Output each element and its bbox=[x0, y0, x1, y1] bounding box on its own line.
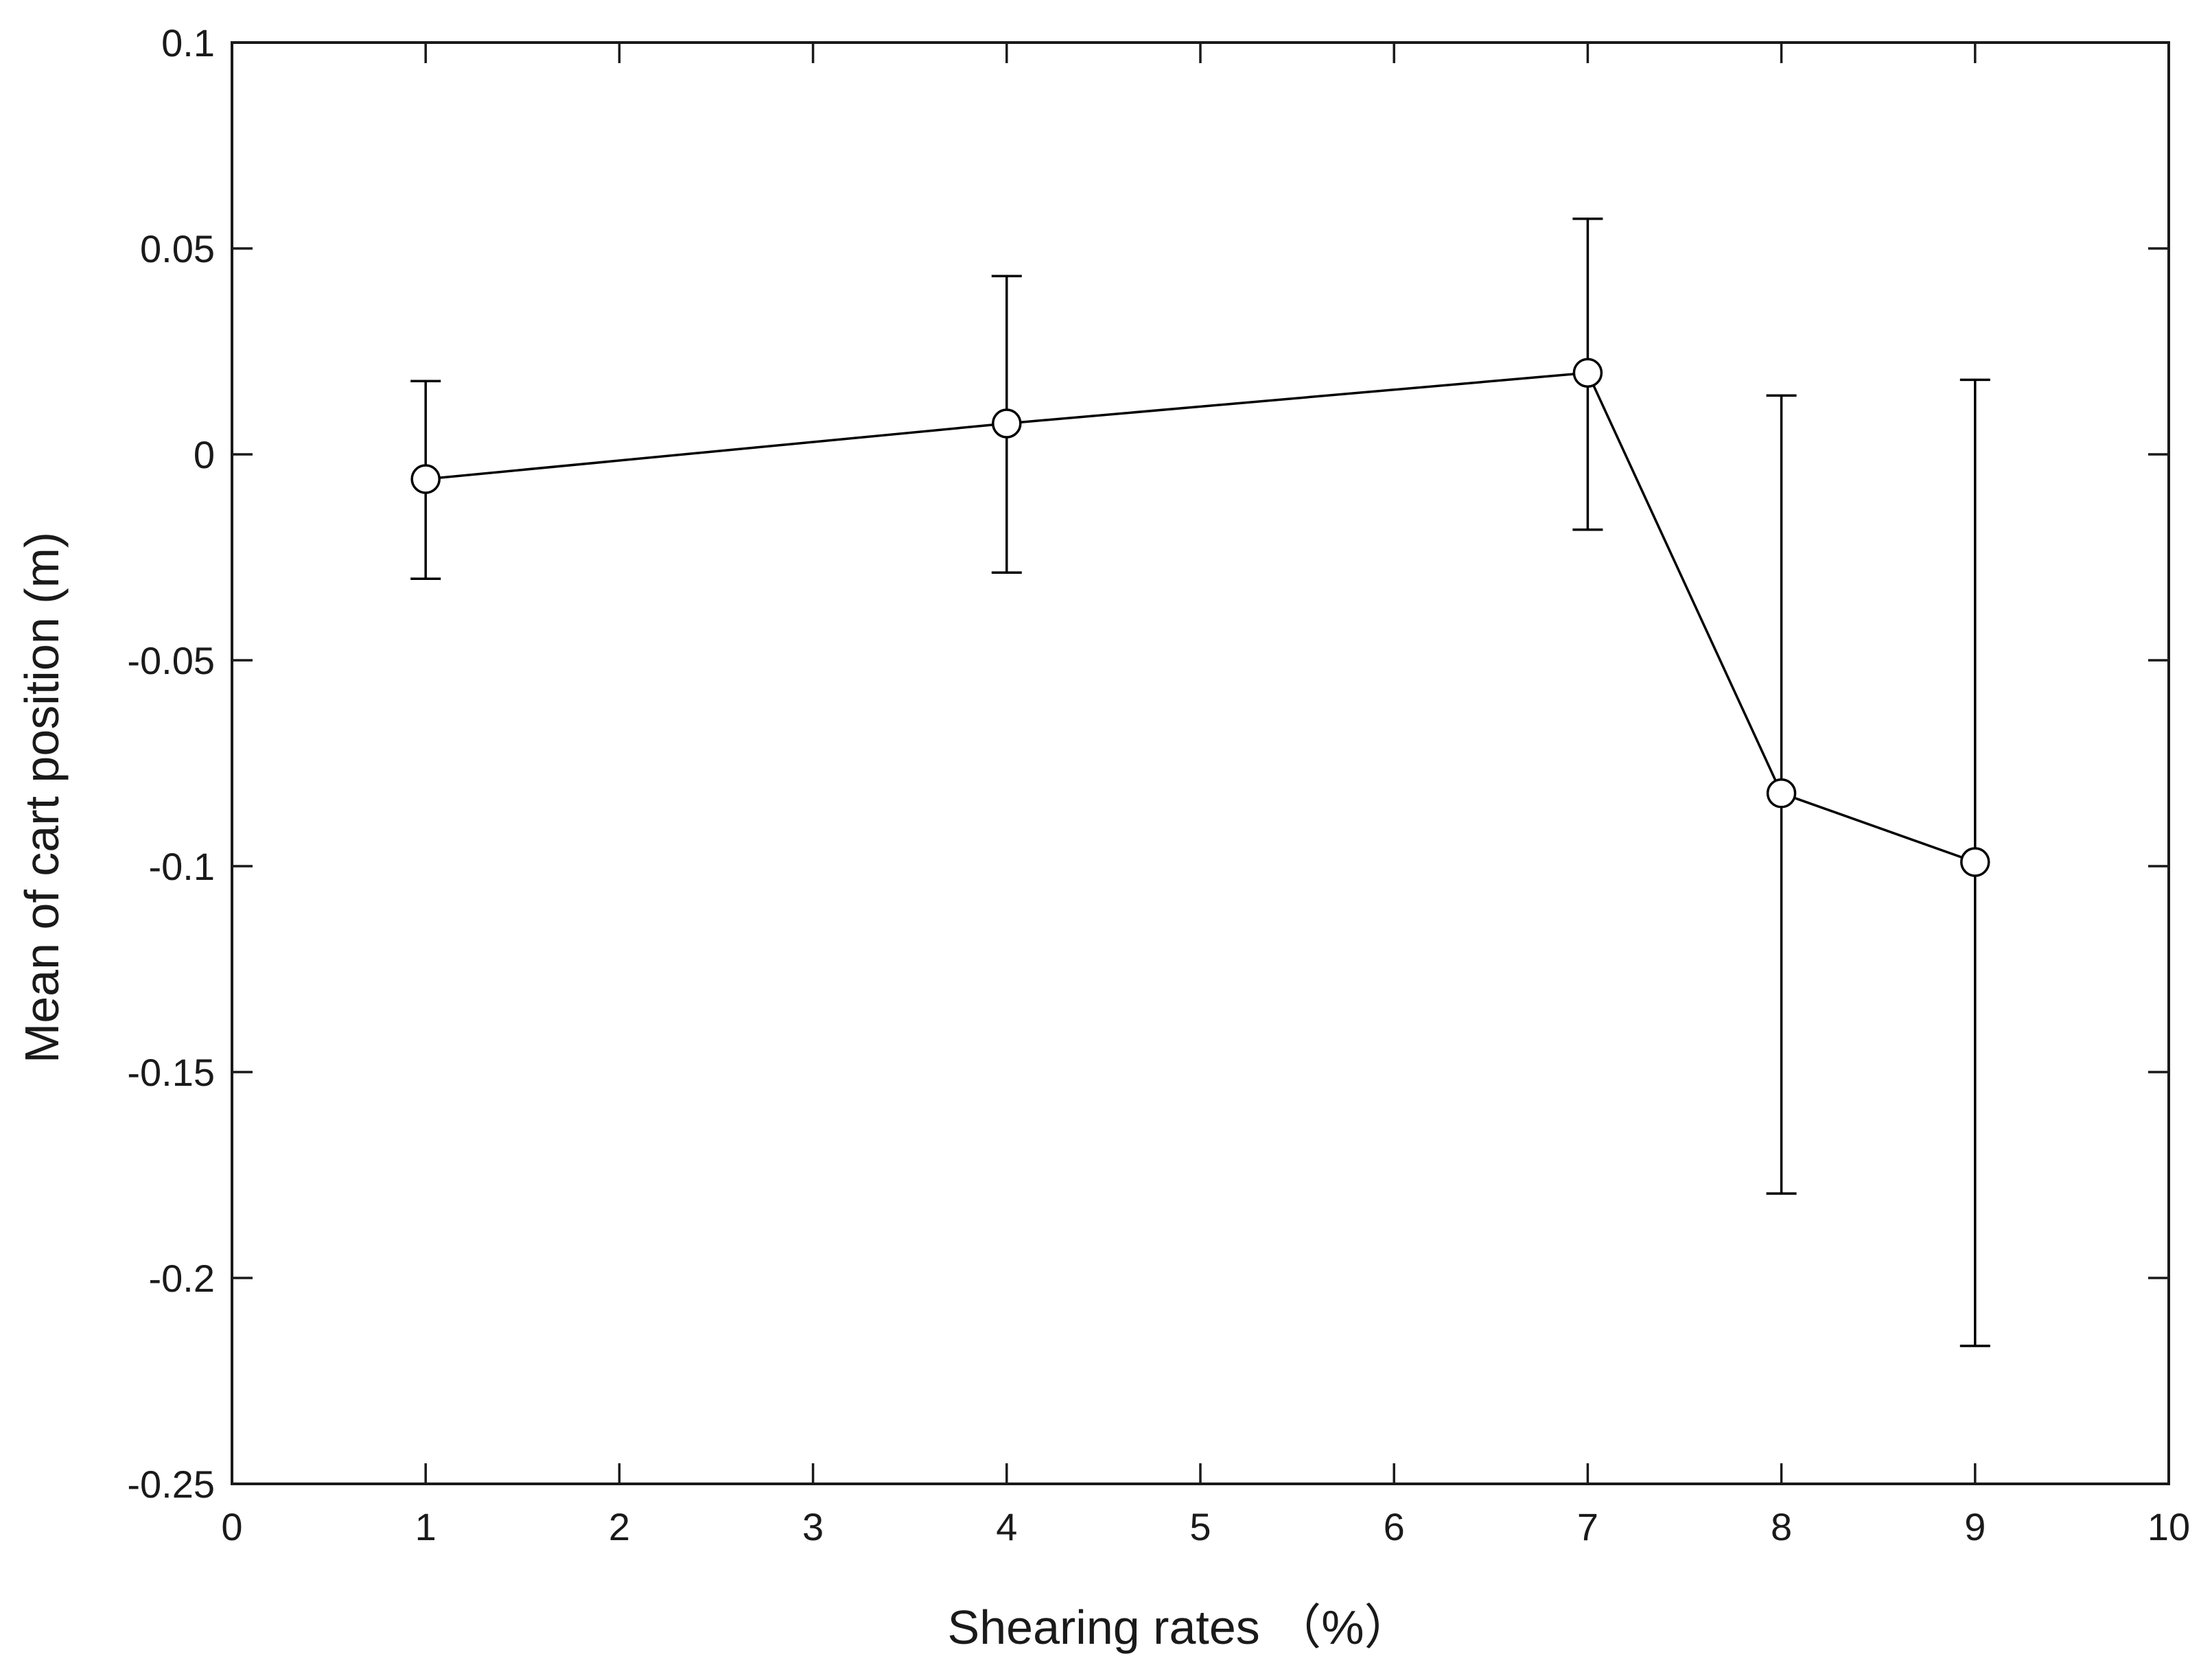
x-tick-label: 9 bbox=[1964, 1505, 1986, 1548]
data-point bbox=[1960, 847, 1990, 877]
x-tick-label: 10 bbox=[2147, 1505, 2190, 1548]
data-markers bbox=[410, 358, 1990, 877]
x-tick-label: 4 bbox=[996, 1505, 1017, 1548]
x-tick-label: 7 bbox=[1577, 1505, 1598, 1548]
x-tick-label: 8 bbox=[1771, 1505, 1792, 1548]
y-tick-label: -0.1 bbox=[149, 845, 216, 888]
y-tick-label: -0.05 bbox=[127, 639, 215, 682]
data-point bbox=[992, 408, 1022, 439]
x-tick-label: 6 bbox=[1384, 1505, 1405, 1548]
x-axis-tick-labels: 0 1 2 3 4 5 6 7 8 9 10 bbox=[221, 1505, 2190, 1548]
x-tick-label: 1 bbox=[415, 1505, 436, 1548]
data-point bbox=[1572, 358, 1603, 388]
data-point bbox=[1766, 778, 1797, 809]
y-tick-label: 0.1 bbox=[161, 21, 215, 65]
y-tick-label: 0.05 bbox=[140, 227, 215, 270]
y-tick-label: -0.25 bbox=[127, 1463, 215, 1506]
y-tick-label: 0 bbox=[194, 433, 215, 476]
x-tick-label: 2 bbox=[609, 1505, 630, 1548]
x-tick-label: 5 bbox=[1189, 1505, 1211, 1548]
data-point bbox=[410, 464, 441, 494]
x-axis-ticks bbox=[231, 43, 2170, 1484]
plot-area: 0 1 2 3 4 5 6 7 8 9 10 0.1 0.05 0 -0.05 -0.1 -0.15 -0.2 -… bbox=[127, 21, 2190, 1548]
y-tick-label: -0.15 bbox=[127, 1051, 215, 1094]
y-axis-title: Mean of cart position (m) bbox=[15, 532, 69, 1063]
x-axis-title: Shearing rates （%） bbox=[948, 1601, 1412, 1654]
x-tick-label: 0 bbox=[221, 1505, 242, 1548]
x-tick-label: 3 bbox=[802, 1505, 824, 1548]
y-tick-label: -0.2 bbox=[149, 1257, 216, 1300]
y-axis-tick-labels: 0.1 0.05 0 -0.05 -0.1 -0.15 -0.2 -0.25 bbox=[127, 21, 215, 1506]
y-axis-ticks bbox=[232, 41, 2169, 1485]
